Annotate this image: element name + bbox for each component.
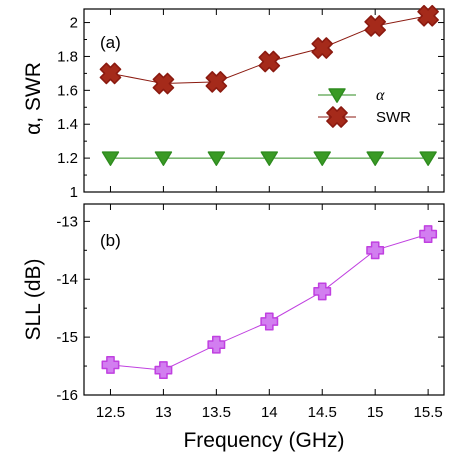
panel-a: 1 1.2 1.4 1.6 1.8 2 (a) α, SWR α SWR (22, 4, 445, 201)
data-point-swr (364, 15, 387, 37)
data-point-swr (205, 71, 228, 93)
x-tick-label: 12.5 (96, 404, 125, 421)
panel-a-series (99, 4, 439, 167)
legend-label-swr: SWR (376, 109, 411, 126)
legend-marker-x (326, 106, 348, 128)
data-point-sll (154, 361, 173, 380)
data-point-alpha (101, 151, 120, 167)
x-tick-label: 13 (155, 404, 172, 421)
y-tick-label: 1.6 (57, 82, 78, 99)
data-point-swr (152, 72, 175, 95)
data-point-alpha (154, 151, 173, 167)
legend-marker-swr (326, 106, 348, 128)
y-tick-label: 2 (70, 15, 78, 32)
panel-a-ticks: 1 1.2 1.4 1.6 1.8 2 (57, 9, 444, 201)
panel-a-y-axis-label: α, SWR (22, 62, 45, 135)
data-point-alpha (419, 151, 437, 167)
data-point-sll (260, 312, 279, 331)
data-point-sll (313, 282, 332, 301)
data-point-swr (311, 37, 334, 59)
data-point-alpha (260, 151, 278, 167)
legend-marker-triangle (328, 88, 346, 103)
x-tick-label: 14.5 (308, 404, 337, 421)
y-tick-label: 1.2 (57, 150, 78, 167)
y-tick-label: 1.8 (57, 48, 78, 65)
legend-label-alpha: α (376, 87, 385, 104)
data-point-alpha (313, 151, 331, 167)
panel-b-label: (b) (100, 231, 121, 250)
y-tick-label: 1 (70, 184, 78, 201)
y-tick-label: -15 (56, 329, 78, 346)
y-tick-label: 1.4 (57, 116, 78, 133)
panel-b-y-axis-label: SLL (dB) (22, 258, 45, 340)
y-tick-label: -16 (56, 387, 78, 404)
x-tick-label: 15.5 (414, 404, 443, 421)
data-point-alpha (207, 151, 226, 167)
panel-a-frame (83, 8, 445, 193)
panel-a-label: (a) (100, 33, 121, 52)
data-point-sll (419, 225, 438, 244)
legend-item-swr: SWR (318, 106, 411, 128)
data-point-swr (258, 50, 281, 73)
data-point-sll (366, 241, 385, 260)
legend: α SWR (318, 87, 411, 128)
panel-b: -16 -15 -14 -13 12.5 13 13.5 14 14.5 15 15.5 (b) S… (22, 203, 445, 421)
y-tick-label: -14 (56, 271, 78, 288)
data-point-swr (417, 4, 439, 27)
data-point-sll (207, 335, 226, 354)
y-tick-label: -13 (56, 213, 78, 230)
x-axis-label: Frequency (GHz) (183, 429, 344, 452)
panel-b-ticks: -16 -15 -14 -13 12.5 13 13.5 14 14.5 15 15.5 (56, 204, 444, 421)
data-point-alpha (366, 151, 384, 167)
x-tick-label: 14 (261, 404, 278, 421)
panel-b-frame (83, 203, 445, 396)
panel-b-series (101, 225, 438, 380)
data-point-swr (99, 62, 122, 85)
legend-item-alpha: α (318, 87, 385, 104)
x-tick-label: 15 (367, 404, 384, 421)
x-tick-label: 13.5 (202, 404, 231, 421)
legend-marker-alpha (328, 88, 346, 103)
data-point-sll (101, 355, 120, 374)
